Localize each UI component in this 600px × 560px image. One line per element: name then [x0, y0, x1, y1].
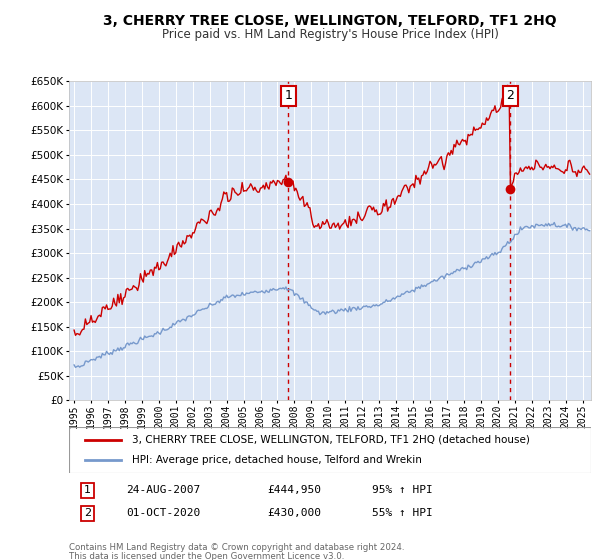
Text: 55% ↑ HPI: 55% ↑ HPI [372, 508, 433, 519]
Text: 2: 2 [506, 90, 514, 102]
Text: Price paid vs. HM Land Registry's House Price Index (HPI): Price paid vs. HM Land Registry's House … [161, 28, 499, 41]
Text: £430,000: £430,000 [268, 508, 322, 519]
Text: 3, CHERRY TREE CLOSE, WELLINGTON, TELFORD, TF1 2HQ (detached house): 3, CHERRY TREE CLOSE, WELLINGTON, TELFOR… [131, 435, 530, 445]
Text: 1: 1 [84, 486, 91, 496]
Text: HPI: Average price, detached house, Telford and Wrekin: HPI: Average price, detached house, Telf… [131, 455, 422, 465]
Text: 2: 2 [84, 508, 91, 519]
Text: 01-OCT-2020: 01-OCT-2020 [127, 508, 200, 519]
Text: 1: 1 [284, 90, 292, 102]
Text: Contains HM Land Registry data © Crown copyright and database right 2024.: Contains HM Land Registry data © Crown c… [69, 543, 404, 552]
Text: This data is licensed under the Open Government Licence v3.0.: This data is licensed under the Open Gov… [69, 552, 344, 560]
Text: 3, CHERRY TREE CLOSE, WELLINGTON, TELFORD, TF1 2HQ: 3, CHERRY TREE CLOSE, WELLINGTON, TELFOR… [103, 14, 557, 28]
Text: £444,950: £444,950 [268, 486, 322, 496]
Text: 24-AUG-2007: 24-AUG-2007 [127, 486, 200, 496]
Text: 95% ↑ HPI: 95% ↑ HPI [372, 486, 433, 496]
